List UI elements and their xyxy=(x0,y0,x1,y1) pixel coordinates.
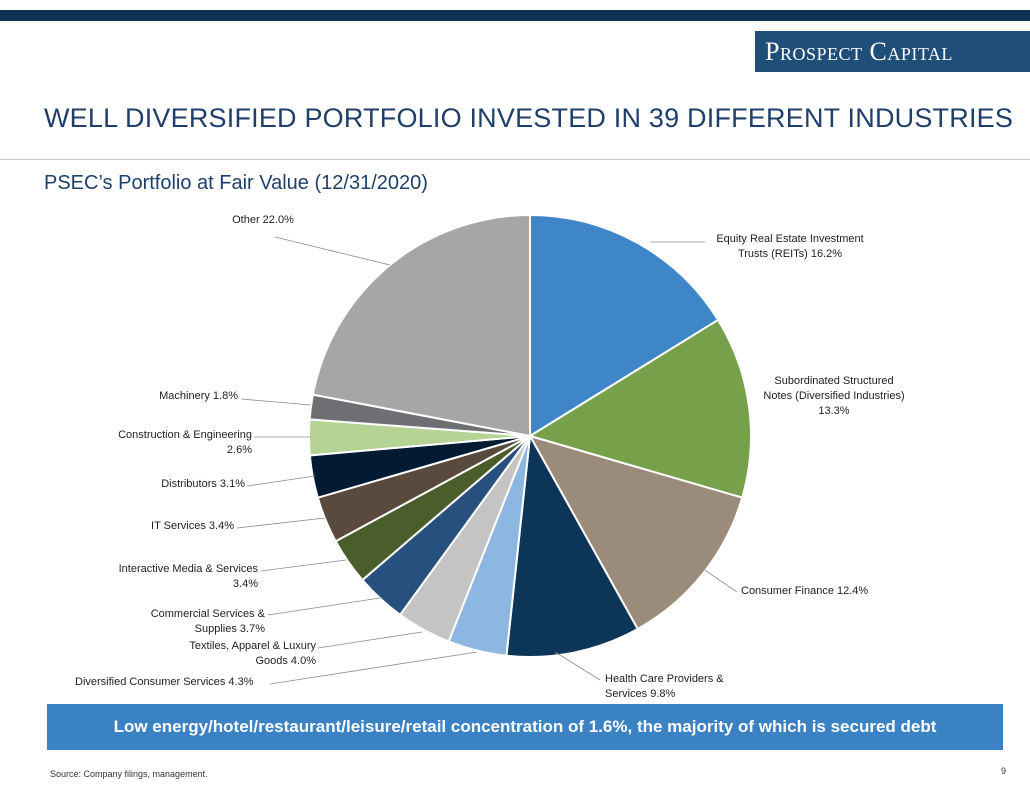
slice-label-3: Health Care Providers & Services 9.8% xyxy=(605,673,724,700)
slice-label-11: Machinery 1.8% xyxy=(159,390,238,402)
slice-label-line: Interactive Media & Services xyxy=(119,563,259,575)
slice-label-line: 3.4% xyxy=(233,578,258,590)
slice-label-line: Diversified Consumer Services 4.3% xyxy=(75,676,254,688)
slice-label-line: Supplies 3.7% xyxy=(195,623,266,635)
slice-label-line: Other 22.0% xyxy=(232,214,294,226)
slice-label-line: Distributors 3.1% xyxy=(161,478,245,490)
leader-line-2 xyxy=(689,559,738,593)
slice-label-4: Diversified Consumer Services 4.3% xyxy=(75,676,254,688)
slice-label-10: Construction & Engineering 2.6% xyxy=(118,429,252,456)
pie-slice-3 xyxy=(505,432,640,658)
top-accent-bar xyxy=(0,10,1030,21)
slice-label-9: Distributors 3.1% xyxy=(161,478,245,490)
chart-title: PSEC’s Portfolio at Fair Value (12/31/20… xyxy=(44,172,428,194)
pie-slice-12 xyxy=(311,213,531,438)
slice-label-line: Machinery 1.8% xyxy=(159,390,238,402)
slice-label-line: Textiles, Apparel & Luxury xyxy=(189,640,316,652)
slice-label-line: Services 9.8% xyxy=(605,688,676,700)
brand-logo: Prospect Capital xyxy=(755,31,1030,72)
slice-label-1: Subordinated Structured Notes (Diversifie… xyxy=(763,375,904,417)
leader-line-9 xyxy=(246,475,316,487)
slice-label-7: Interactive Media & Services 3.4% xyxy=(119,563,259,590)
leader-line-11 xyxy=(240,398,312,406)
slice-label-line: Equity Real Estate Investment xyxy=(716,233,863,245)
slice-label-line: Subordinated Structured xyxy=(774,375,893,387)
slice-label-12: Other 22.0% xyxy=(232,214,294,226)
info-banner: Low energy/hotel/restaurant/leisure/reta… xyxy=(47,704,1003,750)
slice-label-2: Consumer Finance 12.4% xyxy=(741,585,868,597)
slice-label-line: Consumer Finance 12.4% xyxy=(741,585,868,597)
slice-label-8: IT Services 3.4% xyxy=(151,520,234,532)
leader-line-4 xyxy=(269,651,478,685)
slice-label-0: Equity Real Estate Investment Trusts (REI… xyxy=(716,233,863,260)
slice-label-line: Construction & Engineering xyxy=(118,429,252,441)
pie-slice-1 xyxy=(527,318,752,499)
pie-slice-2 xyxy=(527,434,744,631)
slice-label-line: Notes (Diversified Industries) xyxy=(763,390,904,402)
slice-label-line: Commercial Services & xyxy=(151,608,266,620)
leader-line-8 xyxy=(236,517,326,529)
leader-line-3 xyxy=(554,651,601,681)
leader-line-7 xyxy=(260,559,347,572)
leader-line-5 xyxy=(317,631,423,649)
leader-line-6 xyxy=(267,597,381,616)
slice-label-line: IT Services 3.4% xyxy=(151,520,234,532)
slice-label-6: Commercial Services & Supplies 3.7% xyxy=(151,608,266,635)
source-note: Source: Company filings, management. xyxy=(50,769,208,779)
pie-slice-0 xyxy=(529,213,720,438)
page-number: 9 xyxy=(1001,766,1007,776)
slice-label-line: Goods 4.0% xyxy=(255,655,316,667)
slice-label-line: 13.3% xyxy=(818,405,849,417)
slice-label-line: Trusts (REITs) 16.2% xyxy=(738,248,842,260)
slice-label-5: Textiles, Apparel & Luxury Goods 4.0% xyxy=(189,640,316,667)
slice-label-line: Health Care Providers & xyxy=(605,673,724,685)
title-divider xyxy=(0,159,1030,160)
page-title: WELL DIVERSIFIED PORTFOLIO INVESTED IN 3… xyxy=(44,103,1014,133)
slice-label-line: 2.6% xyxy=(227,444,252,456)
leader-line-12 xyxy=(274,236,391,266)
